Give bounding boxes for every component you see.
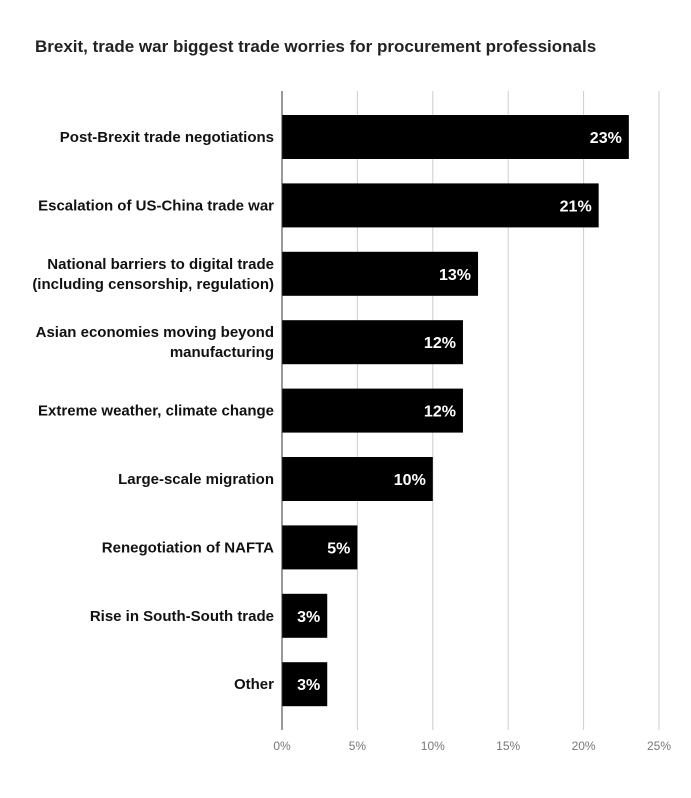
value-label: 3% <box>297 609 320 626</box>
category-label: Post-Brexit trade negotiations <box>60 129 274 146</box>
bar <box>282 457 433 501</box>
category-label: Renegotiation of NAFTA <box>102 539 274 556</box>
category-label: National barriers to digital trade <box>47 256 274 273</box>
bar <box>282 662 328 707</box>
category-label: manufacturing <box>170 344 274 361</box>
category-label: Rise in South-South trade <box>90 608 274 625</box>
category-label: Other <box>234 676 274 693</box>
value-label: 10% <box>394 472 426 489</box>
bar <box>282 320 463 365</box>
x-tick-label: 15% <box>496 739 520 753</box>
bar <box>282 183 599 228</box>
value-label: 12% <box>424 404 456 421</box>
category-label: (including censorship, regulation) <box>32 276 274 293</box>
category-label: Extreme weather, climate change <box>38 403 274 420</box>
category-label: Large-scale migration <box>118 471 274 488</box>
bar <box>282 115 629 159</box>
bars <box>282 115 629 707</box>
x-tick-label: 20% <box>572 739 596 753</box>
bar <box>282 388 463 433</box>
value-label: 3% <box>297 677 320 694</box>
value-labels: 23% 21% 13% 12% 12% 10% 5% 3% 3% <box>297 130 622 694</box>
x-tick-label: 25% <box>647 739 671 753</box>
x-axis-ticks: 0% 5% 10% 15% 20% 25% <box>273 739 671 753</box>
value-label: 5% <box>327 540 350 557</box>
category-label: Escalation of US-China trade war <box>38 197 274 214</box>
category-labels: Post-Brexit trade negotiations Escalation… <box>32 129 274 693</box>
x-tick-label: 10% <box>421 739 445 753</box>
value-label: 12% <box>424 335 456 352</box>
category-label: Asian economies moving beyond <box>36 324 274 341</box>
value-label: 23% <box>590 130 622 147</box>
x-tick-label: 0% <box>273 739 291 753</box>
value-label: 13% <box>439 267 471 284</box>
value-label: 21% <box>560 198 592 215</box>
bar <box>282 251 479 296</box>
x-tick-label: 5% <box>349 739 367 753</box>
bar <box>282 525 358 570</box>
bar <box>282 593 328 638</box>
chart-title: Brexit, trade war biggest trade worries … <box>35 37 596 56</box>
